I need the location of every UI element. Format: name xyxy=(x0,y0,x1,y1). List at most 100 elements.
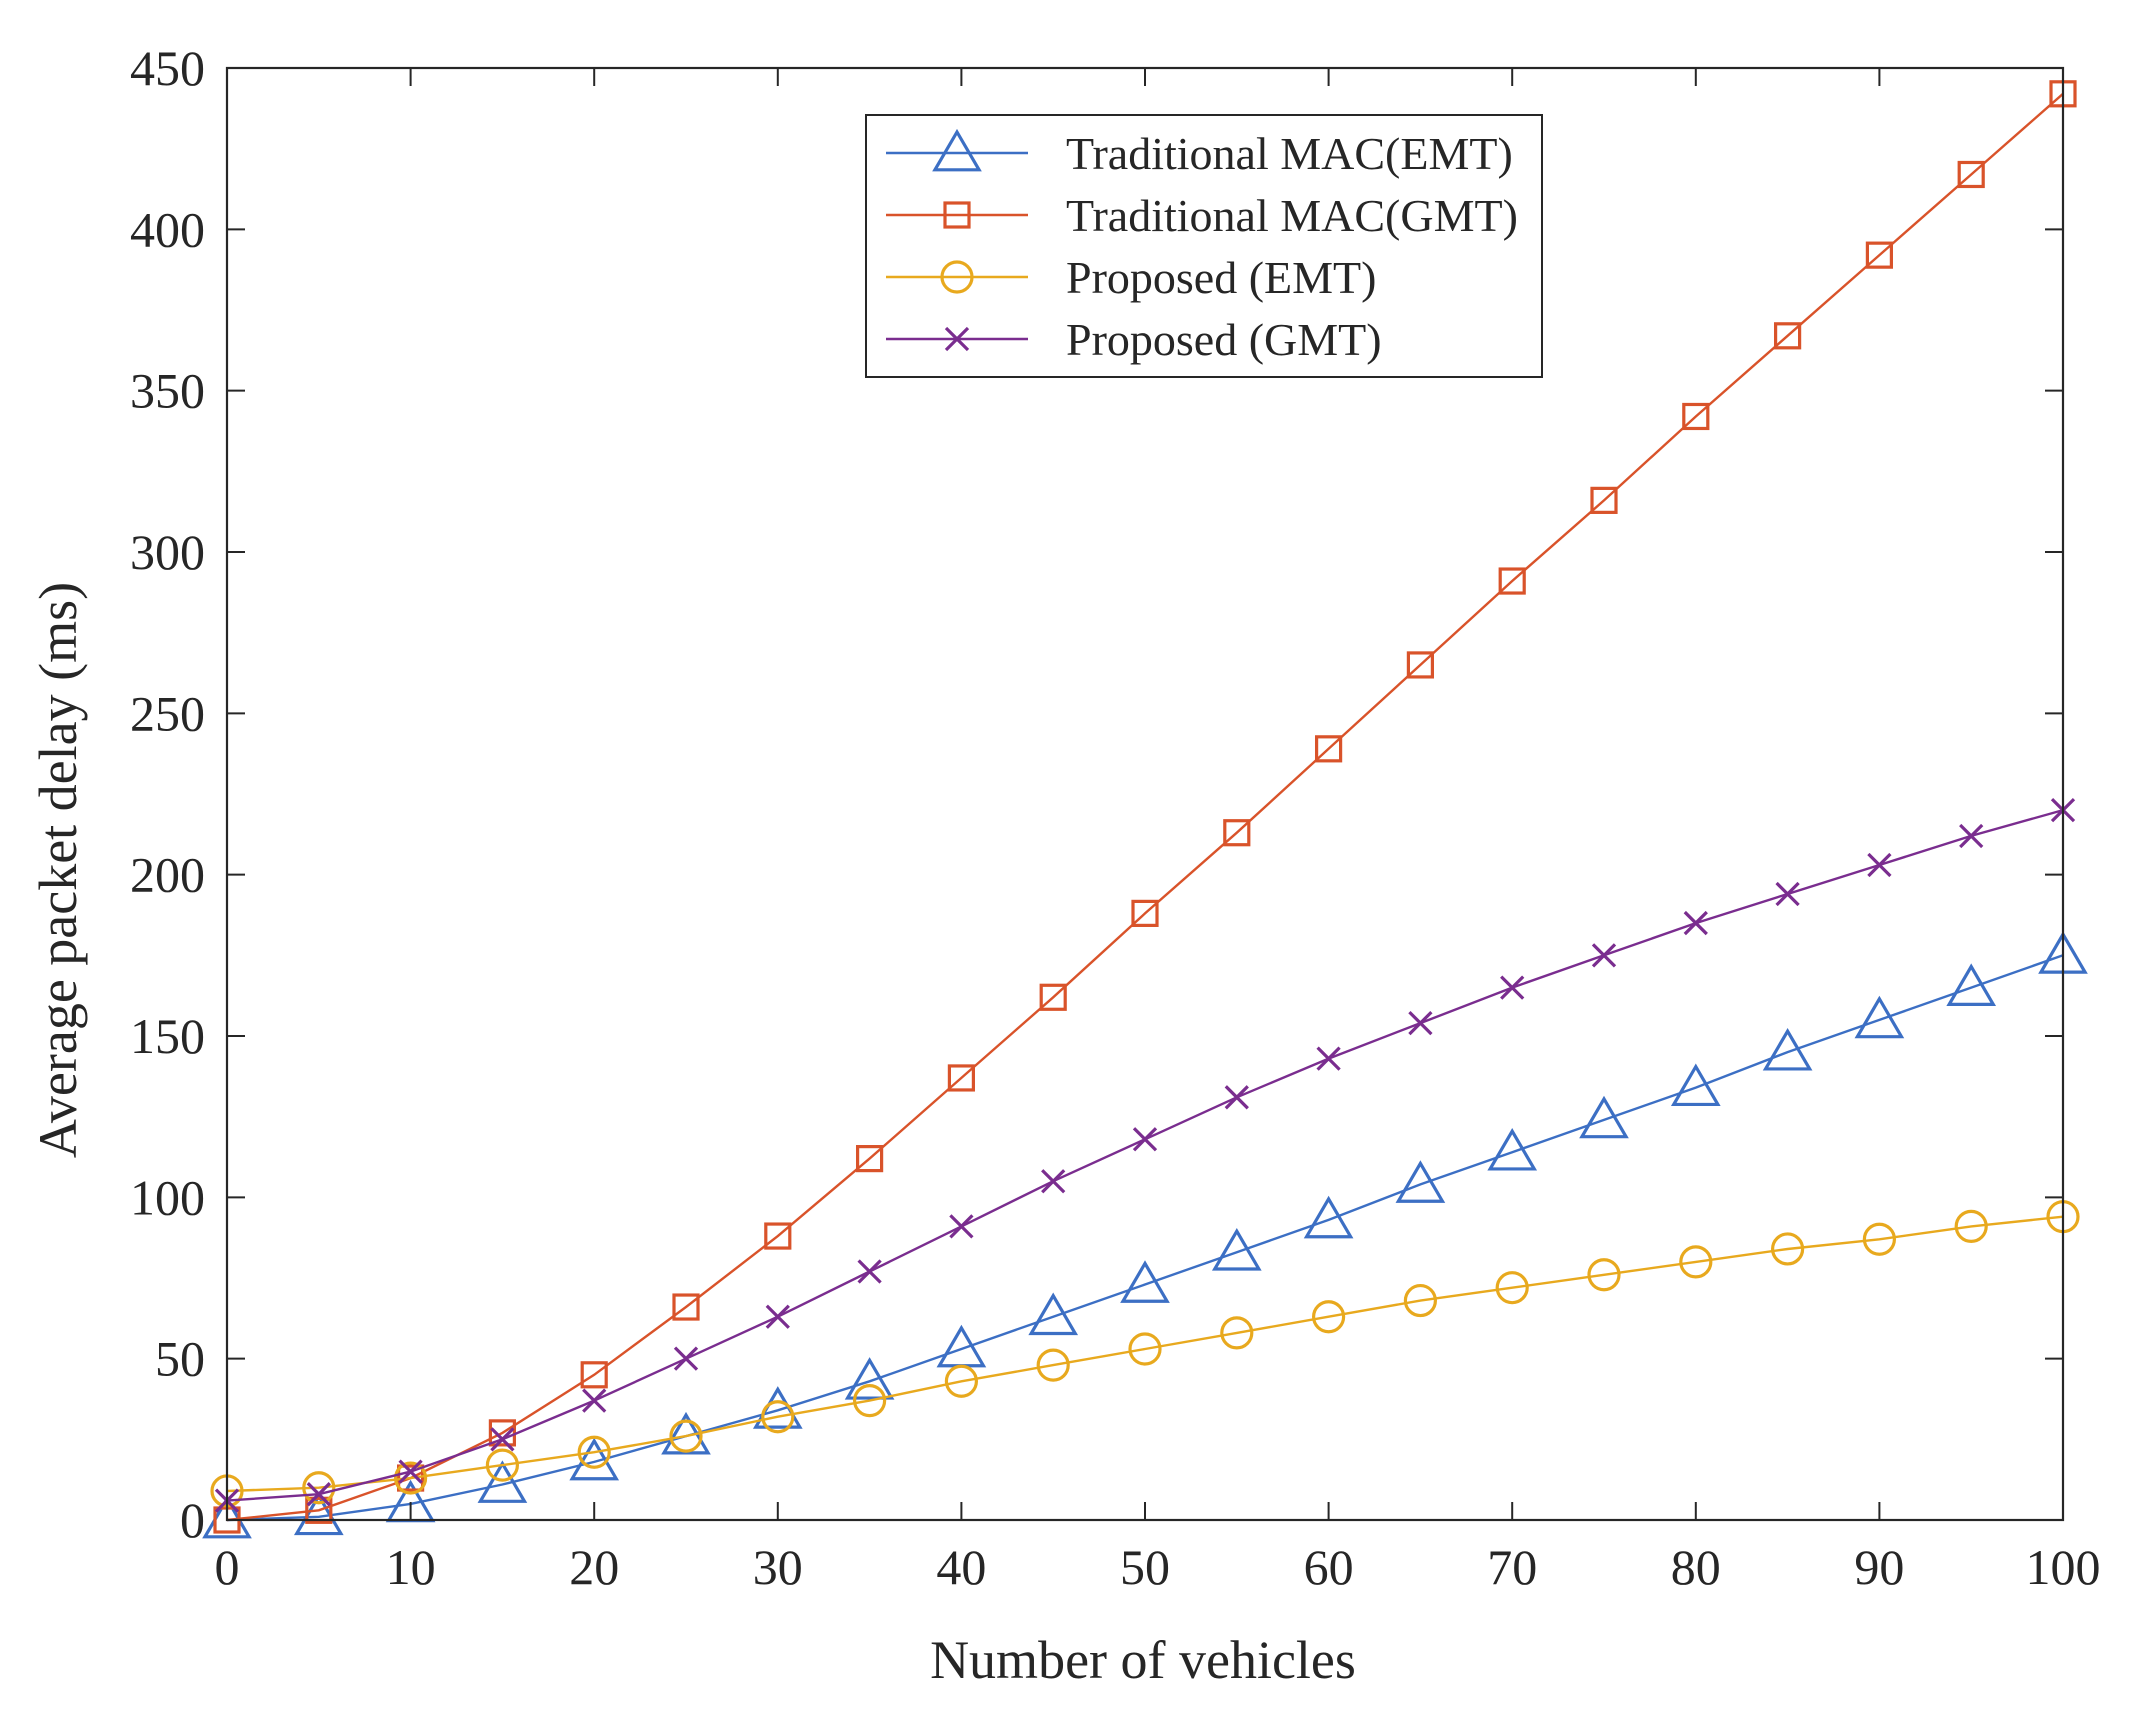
x-tick-label: 100 xyxy=(2026,1539,2101,1595)
data-point xyxy=(1039,983,1067,1011)
data-point xyxy=(1224,1085,1249,1110)
data-point xyxy=(1500,975,1525,1000)
data-point xyxy=(852,1384,887,1418)
data-point xyxy=(306,1482,331,1507)
data-point xyxy=(1770,1232,1805,1266)
data-point xyxy=(857,1259,882,1284)
series-line xyxy=(226,1215,2064,1493)
data-point xyxy=(1957,160,1985,189)
data-point xyxy=(398,1459,423,1484)
x-tick-label: 60 xyxy=(1304,1539,1354,1595)
y-tick-label: 100 xyxy=(130,1169,205,1225)
data-point xyxy=(394,1461,428,1495)
x-tick-label: 10 xyxy=(386,1539,436,1595)
data-point xyxy=(1946,963,1997,1007)
x-tick-label: 70 xyxy=(1487,1539,1537,1595)
data-point xyxy=(844,1357,895,1400)
data-point xyxy=(397,1464,425,1492)
x-tick-label: 40 xyxy=(936,1539,986,1595)
series-4 xyxy=(214,798,2076,1513)
legend-marker xyxy=(943,201,971,229)
series-1 xyxy=(202,931,2088,1539)
data-point xyxy=(1303,1195,1354,1239)
data-point xyxy=(488,1419,516,1447)
data-point xyxy=(1487,1127,1538,1171)
y-tick-label: 400 xyxy=(130,201,205,257)
data-point xyxy=(949,1214,974,1239)
legend-marker xyxy=(944,326,970,352)
x-tick-label: 0 xyxy=(215,1539,240,1595)
data-point xyxy=(1314,735,1343,763)
y-tick-label: 200 xyxy=(130,847,205,903)
legend-label: Proposed (GMT) xyxy=(1066,314,1382,365)
data-point xyxy=(580,1361,608,1389)
data-point xyxy=(1408,1010,1433,1036)
data-point xyxy=(1120,1260,1170,1303)
legend-box xyxy=(865,114,1543,378)
data-point xyxy=(1959,823,1984,849)
legend-label: Proposed (EMT) xyxy=(1066,252,1376,303)
data-point xyxy=(485,1448,519,1482)
y-axis-title: Average packet delay (ms) xyxy=(28,582,88,1158)
series-layer xyxy=(202,80,2088,1539)
data-point xyxy=(1131,899,1159,927)
data-point xyxy=(1495,1271,1529,1305)
data-point xyxy=(944,1364,979,1398)
data-point xyxy=(302,1471,336,1505)
data-point xyxy=(1762,1027,1813,1071)
data-point xyxy=(1223,819,1251,847)
data-point xyxy=(1403,1283,1438,1318)
axes-layer: 0 10 20 30 40 50 60 70 80 90 100 0 50 100 150 200 250 300… xyxy=(130,40,2101,1595)
series-line xyxy=(226,954,2064,1522)
data-point xyxy=(1682,402,1710,431)
data-point xyxy=(673,1346,699,1371)
data-point xyxy=(1854,995,1905,1039)
x-tick-label: 90 xyxy=(1854,1539,1904,1595)
data-point xyxy=(1679,1245,1713,1279)
y-tick-label: 350 xyxy=(130,363,205,419)
legend-marker xyxy=(940,260,974,294)
data-point xyxy=(1395,1160,1446,1203)
legend-marker xyxy=(932,128,982,172)
y-tick-label: 250 xyxy=(130,685,205,741)
legend-label: Traditional MAC(GMT) xyxy=(1066,190,1518,241)
data-point xyxy=(1311,1300,1346,1334)
legend-item: Proposed (EMT) xyxy=(886,252,1376,303)
data-point xyxy=(477,1460,528,1503)
data-point xyxy=(1220,1316,1254,1350)
data-point xyxy=(765,1304,790,1329)
series-3 xyxy=(210,1200,2080,1508)
y-tick-label: 300 xyxy=(130,524,205,580)
data-point xyxy=(305,1496,333,1524)
data-point xyxy=(764,1222,792,1250)
data-point xyxy=(1036,1348,1070,1382)
data-point xyxy=(1128,1332,1162,1366)
data-point xyxy=(1587,1258,1621,1292)
data-point xyxy=(1406,651,1435,679)
data-point xyxy=(1867,852,1892,878)
data-point xyxy=(1775,881,1800,907)
x-tick-label: 80 xyxy=(1671,1539,1721,1595)
data-point xyxy=(1498,567,1526,595)
data-point xyxy=(569,1437,620,1481)
legend-item: Traditional MAC(EMT) xyxy=(886,128,1513,179)
data-point xyxy=(577,1435,611,1469)
data-point xyxy=(1670,1063,1721,1107)
data-point xyxy=(672,1293,700,1321)
data-point xyxy=(1865,241,1894,269)
x-tick-label: 20 xyxy=(569,1539,619,1595)
y-tick-label: 450 xyxy=(130,40,205,96)
series-line xyxy=(226,92,2064,1522)
data-point xyxy=(936,1324,987,1368)
data-point xyxy=(1862,1222,1897,1256)
data-point xyxy=(1773,322,1802,350)
legend: Traditional MAC(EMT) Traditional MAC(GMT)… xyxy=(865,114,1543,378)
data-point xyxy=(1590,486,1618,514)
data-point xyxy=(1579,1095,1629,1139)
legend-item: Traditional MAC(GMT) xyxy=(886,190,1518,241)
data-point xyxy=(1954,1209,1988,1243)
y-tick-label: 0 xyxy=(180,1492,205,1548)
data-point xyxy=(761,1400,795,1434)
